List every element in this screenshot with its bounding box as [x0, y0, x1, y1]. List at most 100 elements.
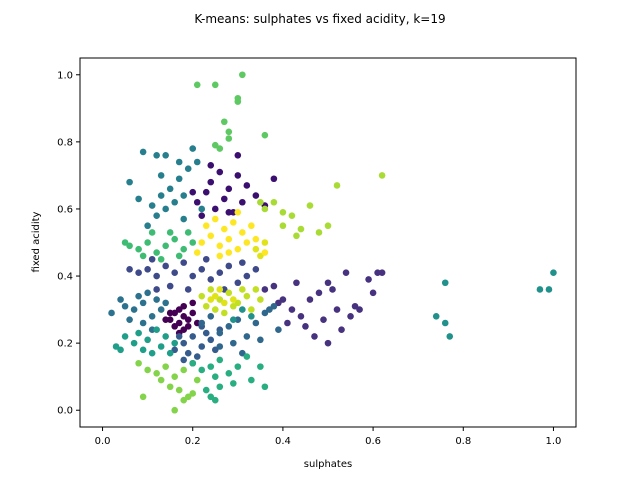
data-point [198, 212, 206, 219]
data-point [139, 148, 147, 156]
data-point [266, 306, 273, 313]
data-point [230, 209, 237, 216]
data-point [144, 266, 151, 273]
data-point [279, 209, 287, 216]
data-point [270, 282, 278, 290]
data-point [225, 323, 233, 330]
data-point [216, 242, 224, 250]
data-point [153, 212, 160, 219]
data-point [184, 286, 192, 293]
data-point [180, 313, 188, 320]
data-point [166, 309, 174, 317]
data-point [148, 349, 156, 357]
data-point [297, 313, 305, 320]
data-point [216, 145, 224, 152]
data-point [207, 162, 215, 169]
data-point [225, 262, 233, 270]
data-point [230, 316, 237, 323]
data-point [207, 336, 215, 344]
data-point [148, 202, 156, 209]
data-point [243, 353, 251, 360]
data-point [216, 168, 224, 176]
data-point [207, 363, 215, 370]
data-point [180, 366, 188, 374]
data-point [162, 151, 169, 159]
data-point [162, 299, 169, 307]
data-point [180, 259, 188, 266]
x-tick-label: 0.2 [185, 436, 201, 447]
chart-title: K-means: sulphates vs fixed acidity, k=1… [194, 12, 445, 26]
data-point [180, 339, 188, 347]
data-point [378, 269, 386, 276]
data-point [239, 286, 246, 293]
data-point [144, 366, 151, 374]
data-point [198, 266, 206, 273]
data-point [180, 396, 188, 404]
y-tick-label: 0.0 [57, 406, 73, 417]
x-tick-label: 0.0 [95, 436, 111, 447]
data-point [144, 222, 151, 230]
y-axis: 0.0 0.2 0.4 0.6 0.8 1.0 [57, 70, 80, 417]
points-layer [108, 71, 557, 414]
data-point [171, 373, 178, 380]
data-point [225, 370, 233, 377]
data-point [347, 313, 354, 320]
y-axis-label: fixed acidity [31, 211, 42, 272]
data-point [121, 239, 129, 246]
data-point [153, 151, 160, 159]
data-point [315, 289, 323, 297]
data-point [207, 296, 215, 303]
data-point [220, 299, 228, 307]
data-point [198, 205, 206, 213]
data-point [248, 306, 255, 313]
data-point [166, 185, 174, 193]
data-point [171, 323, 178, 330]
data-point [180, 215, 188, 223]
data-point [211, 346, 219, 354]
data-point [374, 269, 381, 276]
data-point [211, 81, 219, 89]
data-point [175, 333, 183, 340]
data-point [342, 269, 350, 276]
data-point [324, 279, 332, 287]
data-point [166, 349, 174, 357]
data-point [234, 209, 242, 216]
data-point [144, 289, 151, 297]
data-point [135, 359, 142, 367]
data-point [351, 302, 359, 310]
data-point [270, 302, 278, 310]
data-point [225, 209, 233, 216]
data-point [198, 319, 206, 327]
data-point [315, 229, 323, 236]
data-point [162, 242, 169, 250]
data-point [230, 296, 237, 303]
data-point [302, 323, 309, 330]
data-point [135, 245, 142, 253]
data-point [148, 255, 156, 263]
data-point [189, 145, 197, 152]
data-point [288, 212, 296, 219]
data-point [311, 333, 318, 340]
data-point [112, 343, 120, 350]
data-point [211, 292, 219, 300]
data-point [211, 205, 219, 213]
data-point [252, 286, 260, 293]
data-point [324, 339, 332, 347]
data-point [211, 306, 219, 313]
data-point [252, 245, 260, 253]
data-point [148, 229, 156, 236]
data-point [230, 219, 237, 226]
data-point [230, 380, 237, 387]
data-point [171, 235, 178, 243]
data-point [288, 306, 296, 313]
data-point [130, 306, 138, 313]
data-point [234, 98, 242, 105]
data-point [189, 359, 197, 367]
data-point [139, 299, 147, 307]
data-point [243, 182, 251, 189]
data-point [333, 182, 341, 189]
data-point [175, 175, 183, 183]
data-point [198, 366, 206, 374]
data-point [202, 302, 210, 310]
data-point [248, 313, 255, 320]
